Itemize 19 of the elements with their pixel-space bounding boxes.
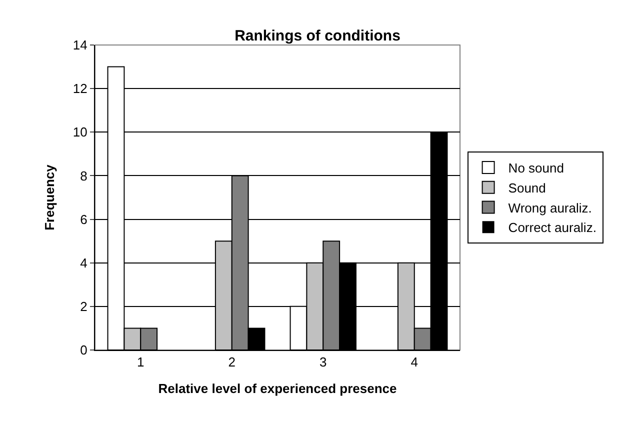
x-tick-label: 1 [137, 354, 144, 370]
x-axis-title: Relative level of experienced presence [158, 381, 397, 396]
x-tick-label: 2 [228, 354, 236, 370]
y-tick-label: 0 [80, 342, 88, 358]
y-tick-label: 10 [72, 124, 88, 140]
x-tick-label: 4 [410, 354, 418, 370]
x-tick-label: 3 [320, 354, 327, 370]
y-tick-label: 4 [80, 255, 88, 270]
legend-label: Correct auraliz. [508, 220, 596, 236]
legend-label: Wrong auraliz. [508, 200, 592, 216]
y-axis-title: Frequency [42, 164, 57, 230]
legend-label: No sound [508, 160, 564, 176]
y-tick-label: 12 [72, 81, 88, 96]
chart-title: Rankings of conditions [234, 28, 400, 45]
legend-label: Sound [508, 180, 546, 196]
y-tick-label: 6 [80, 212, 88, 227]
y-tick-label: 8 [80, 168, 88, 184]
y-tick-label: 14 [72, 38, 88, 53]
y-tick-label: 2 [80, 298, 88, 314]
